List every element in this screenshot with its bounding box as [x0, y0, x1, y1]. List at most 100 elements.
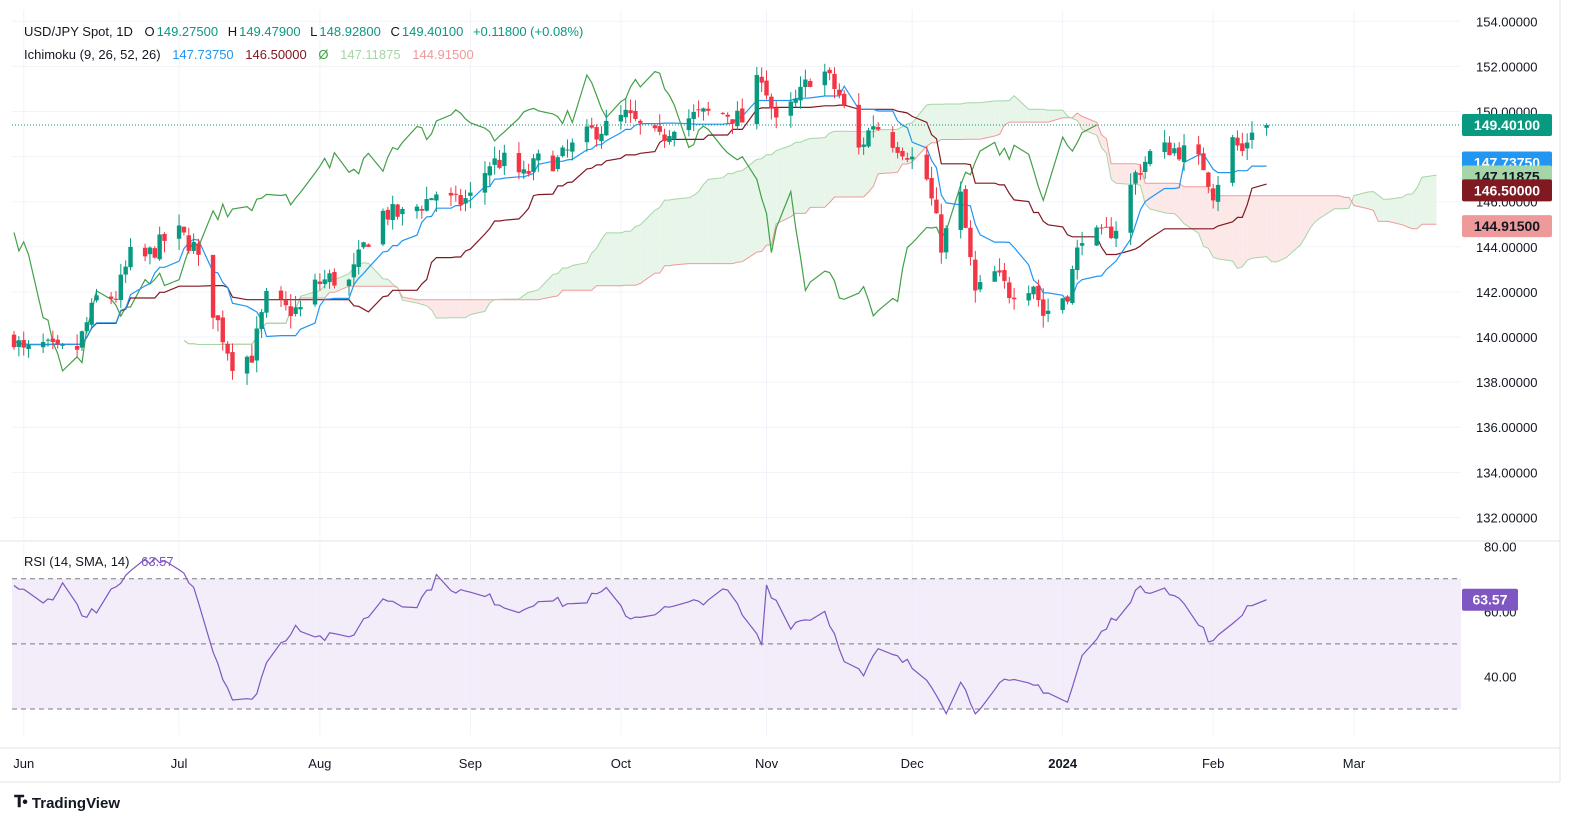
cloud-segment: [431, 299, 437, 319]
grid-lines: [12, 10, 1461, 735]
candle-body: [1264, 124, 1269, 128]
cloud-segment: [358, 262, 364, 287]
candle-body: [361, 242, 366, 248]
cloud-segment: [382, 278, 388, 287]
candle-body: [672, 131, 677, 139]
candle-body: [1215, 184, 1221, 202]
candle-body: [963, 189, 968, 228]
cloud-segment: [1305, 195, 1311, 237]
cloud-segment: [732, 171, 738, 264]
cloud-segment: [1315, 195, 1320, 222]
candle-body: [50, 338, 56, 342]
cloud-segment: [1266, 195, 1272, 262]
candle-body: [924, 154, 929, 180]
cloud-segment: [810, 137, 825, 208]
candle-body: [11, 334, 17, 348]
price-tick-label: 132.00000: [1476, 510, 1537, 525]
cloud-segment: [946, 103, 961, 140]
cloud-segment: [586, 253, 592, 291]
cloud-segment: [761, 154, 767, 252]
cloud-segment: [635, 224, 641, 286]
cloud-segment: [1339, 195, 1345, 209]
span-b-line: [183, 112, 1437, 345]
cloud-segment: [878, 129, 893, 174]
cloud-segment: [941, 103, 947, 140]
candle-body: [866, 130, 871, 147]
cloud-segment: [994, 100, 1000, 136]
candle-body: [468, 192, 473, 196]
candle-body: [536, 153, 541, 161]
candle-body: [45, 339, 51, 341]
candle-body: [1113, 230, 1119, 239]
cloud-segment: [1373, 191, 1379, 222]
cloud-segment: [1281, 195, 1287, 260]
price-tick-label: 140.00000: [1476, 330, 1537, 345]
candle-body: [351, 264, 357, 278]
price-tick-label: 134.00000: [1476, 465, 1537, 480]
rsi-line: [13, 557, 1267, 715]
cloud-segment: [1028, 109, 1034, 123]
cloud-segment: [1116, 163, 1131, 185]
candle-body: [628, 110, 633, 114]
candle-body: [740, 108, 745, 123]
price-tick-label: 138.00000: [1476, 375, 1537, 390]
cloud-segment: [528, 291, 534, 300]
cloud-segment: [858, 131, 864, 197]
cloud-segment: [455, 299, 461, 318]
time-tick-label: Aug: [308, 756, 331, 771]
candle-body: [934, 199, 939, 214]
candle-body: [448, 192, 454, 196]
candle-body: [1206, 172, 1211, 187]
candle-body: [1002, 270, 1007, 281]
candle-body: [1079, 243, 1085, 246]
cloud-segment: [965, 102, 971, 140]
candle-body: [259, 312, 264, 329]
candle-body: [706, 108, 711, 111]
ichimoku-cloud: [183, 95, 1437, 345]
candle-body: [871, 126, 876, 130]
candle-body: [599, 133, 604, 142]
candle-body: [759, 76, 764, 83]
cloud-segment: [1368, 191, 1374, 211]
cloud-segment: [1184, 186, 1199, 234]
candle-body: [526, 171, 531, 174]
price-tag-bg: [1462, 113, 1552, 136]
candle-body: [94, 295, 99, 301]
candle-body: [968, 227, 973, 258]
cloud-segment: [557, 267, 563, 296]
cloud-segment: [980, 100, 995, 140]
candle-body: [157, 234, 162, 260]
cloud-segment: [523, 292, 529, 300]
candle-body: [638, 120, 643, 123]
tradingview-brand[interactable]: 𝐓• TradingView: [14, 794, 120, 812]
time-tick-label: Jul: [171, 756, 188, 771]
cloud-segment: [829, 131, 835, 203]
candle-body: [560, 147, 565, 157]
cloud-segment: [1169, 183, 1175, 214]
candle-body: [594, 127, 599, 140]
rsi-tag-bg: [1462, 588, 1518, 611]
price-tag: 146.50000: [1462, 179, 1552, 202]
cloud-segment: [1150, 183, 1165, 213]
cloud-segment: [824, 133, 830, 208]
candle-body: [220, 317, 225, 343]
rsi-legend: RSI (14, SMA, 14) 63.57: [24, 554, 176, 569]
cloud-segment: [1402, 194, 1408, 227]
candle-body: [293, 307, 298, 314]
cloud-segment: [776, 145, 791, 224]
candle-body: [890, 132, 895, 148]
candle-body: [55, 339, 60, 345]
candle-body: [997, 270, 1002, 273]
candle-body: [754, 74, 760, 125]
cloud-segment: [363, 262, 369, 287]
candle-body: [1065, 296, 1070, 302]
candle-body: [1075, 247, 1080, 271]
cloud-segment: [975, 102, 981, 140]
cloud-segment: [1252, 195, 1267, 259]
cloud-segment: [795, 142, 801, 214]
cloud-segment: [1344, 197, 1350, 209]
candle-body: [385, 209, 391, 220]
candle-body: [939, 214, 944, 253]
cloud-segment: [1271, 195, 1277, 263]
